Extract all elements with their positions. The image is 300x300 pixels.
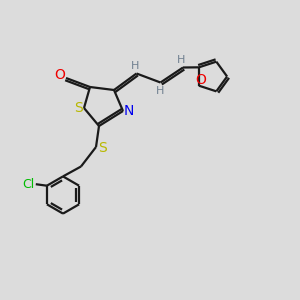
Text: O: O [195,73,206,87]
Text: N: N [123,104,134,118]
Text: H: H [177,55,186,65]
Text: H: H [156,86,165,96]
Text: S: S [98,142,107,155]
Text: H: H [131,61,139,71]
Text: S: S [74,101,83,115]
Text: Cl: Cl [22,178,34,191]
Text: O: O [55,68,65,82]
